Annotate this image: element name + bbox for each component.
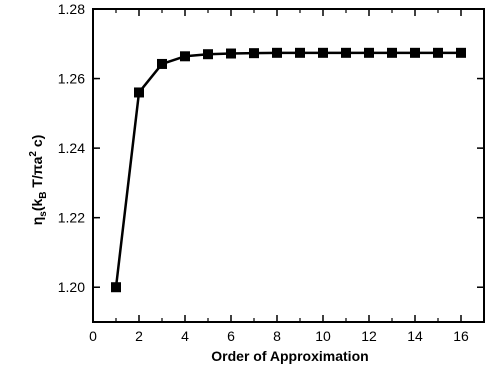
data-point-marker [272,47,282,58]
data-point-marker [387,47,397,58]
y-tick-label: 1.22 [58,210,85,226]
series-line [114,51,461,288]
data-point-marker [410,47,420,58]
data-point-marker [341,47,351,58]
data-point-marker [456,47,466,58]
y-tick-label: 1.26 [58,71,85,87]
y-axis-title-open: (k [29,198,45,211]
plot-area-border [92,8,485,323]
axis-tick-labels: 0 2 4 6 8 10 12 14 16 1.20 1.22 1.24 1.26 1.28 [58,1,469,344]
y-tick-label: 1.24 [58,140,85,156]
data-point-marker [295,47,305,58]
x-tick-label: 12 [361,328,377,344]
x-tick-label: 10 [315,328,331,344]
x-tick-label: 6 [227,328,235,344]
data-point-marker [180,51,190,62]
data-point-marker [157,58,167,69]
y-tick-label: 1.28 [58,1,85,17]
x-tick-label: 2 [135,328,143,344]
plot-frame [92,8,485,323]
data-point-marker [111,282,121,293]
data-point-marker [318,47,328,58]
x-tick-label: 8 [273,328,281,344]
data-point-marker [249,48,259,59]
y-axis-title-mid: T/πa [29,156,45,191]
x-tick-label: 16 [453,328,469,344]
x-tick-label: 4 [181,328,189,344]
y-axis-title-end: c) [29,135,45,151]
data-point-marker [433,47,443,58]
data-point-marker [134,87,144,98]
y-axis-title-eta-sub: s [38,211,49,217]
y-axis-title: ηs(kB T/πa2 c) [28,135,49,226]
axis-ticks [92,8,485,322]
y-axis-title-eta: η [29,217,45,226]
y-tick-label: 1.20 [58,279,85,295]
y-axis-title-k-sub: B [38,191,49,198]
x-tick-label: 0 [89,328,97,344]
y-axis-title-a-sup: 2 [28,151,39,157]
x-tick-label: 14 [407,328,423,344]
data-point-marker [226,48,236,59]
x-axis-title: Order of Approximation [211,348,368,364]
data-point-marker [364,47,374,58]
data-series [111,47,466,293]
data-point-marker [203,49,213,60]
